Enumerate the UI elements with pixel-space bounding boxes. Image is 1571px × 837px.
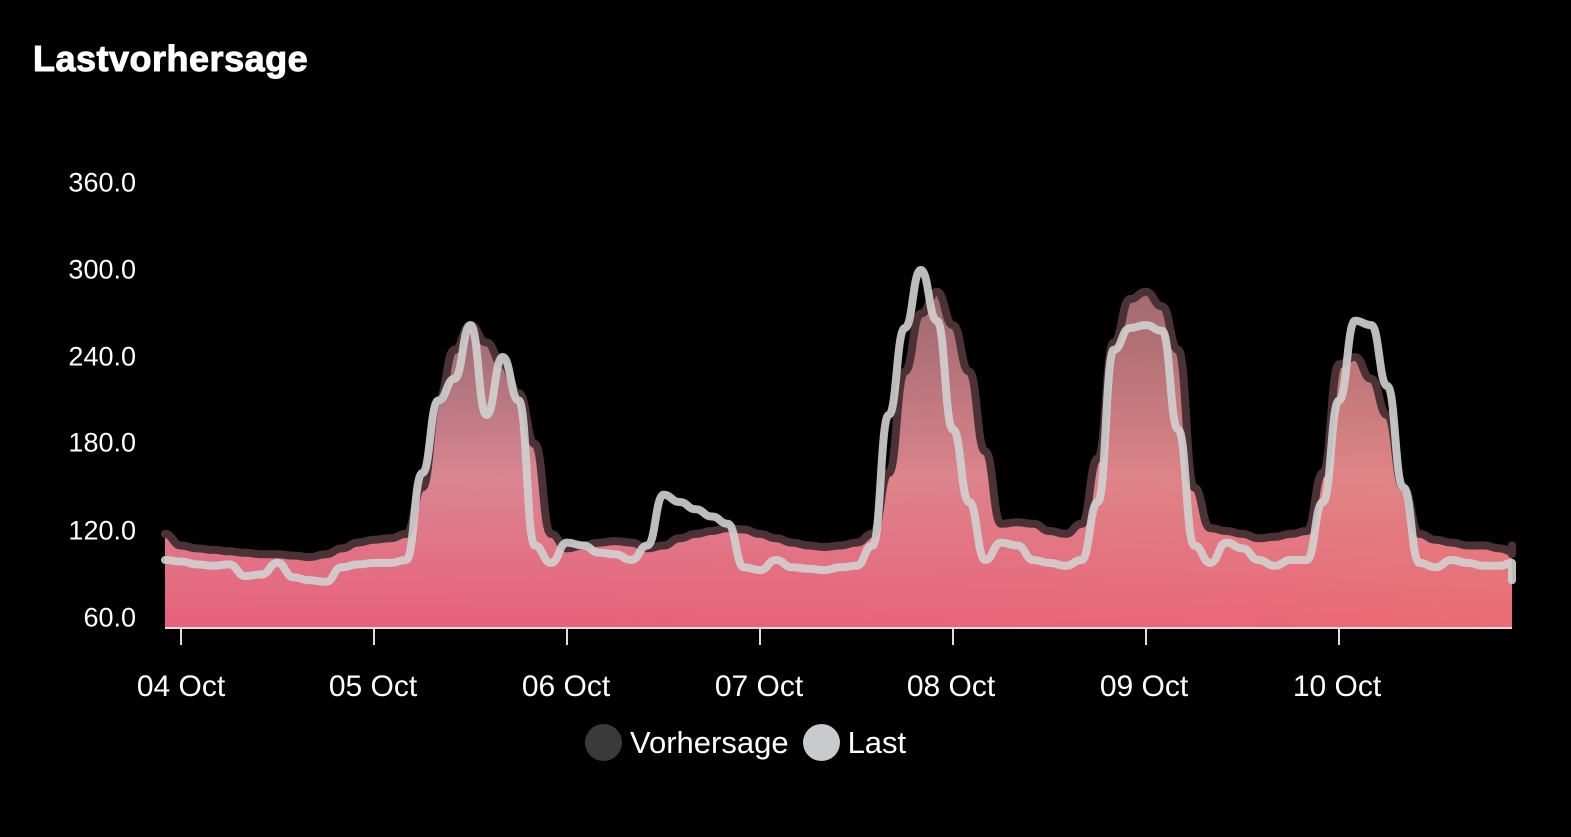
legend-label: Vorhersage (630, 724, 789, 760)
y-tick-label: 120.0 (68, 515, 136, 546)
x-tick-label: 09 Oct (1099, 670, 1189, 703)
legend-item-vorhersage[interactable]: Vorhersage (585, 724, 789, 761)
area-fill-tint (165, 291, 1512, 627)
forecast-line (161, 287, 1516, 562)
x-tick-label: 05 Oct (328, 670, 418, 703)
y-tick-label: 240.0 (68, 341, 136, 372)
x-tick-label: 08 Oct (906, 670, 996, 703)
circle-icon (585, 724, 622, 761)
y-tick-label: 360.0 (68, 167, 136, 198)
x-tick-label: 10 Oct (1292, 670, 1382, 703)
legend: Vorhersage Last (585, 724, 920, 761)
circle-icon (802, 724, 840, 761)
y-tick-label: 300.0 (68, 254, 136, 285)
load-line (161, 266, 1516, 586)
x-tick-label: 07 Oct (714, 670, 804, 703)
x-axis-ticks (180, 628, 1340, 645)
y-tick-label: 180.0 (68, 427, 136, 458)
x-tick-label: 04 Oct (136, 670, 226, 703)
x-tick-label: 06 Oct (521, 670, 611, 703)
y-tick-label: 60.0 (83, 602, 136, 633)
legend-label: Last (847, 724, 907, 760)
chart-title: Lastvorhersage (32, 38, 309, 80)
legend-item-last[interactable]: Last (802, 724, 907, 761)
